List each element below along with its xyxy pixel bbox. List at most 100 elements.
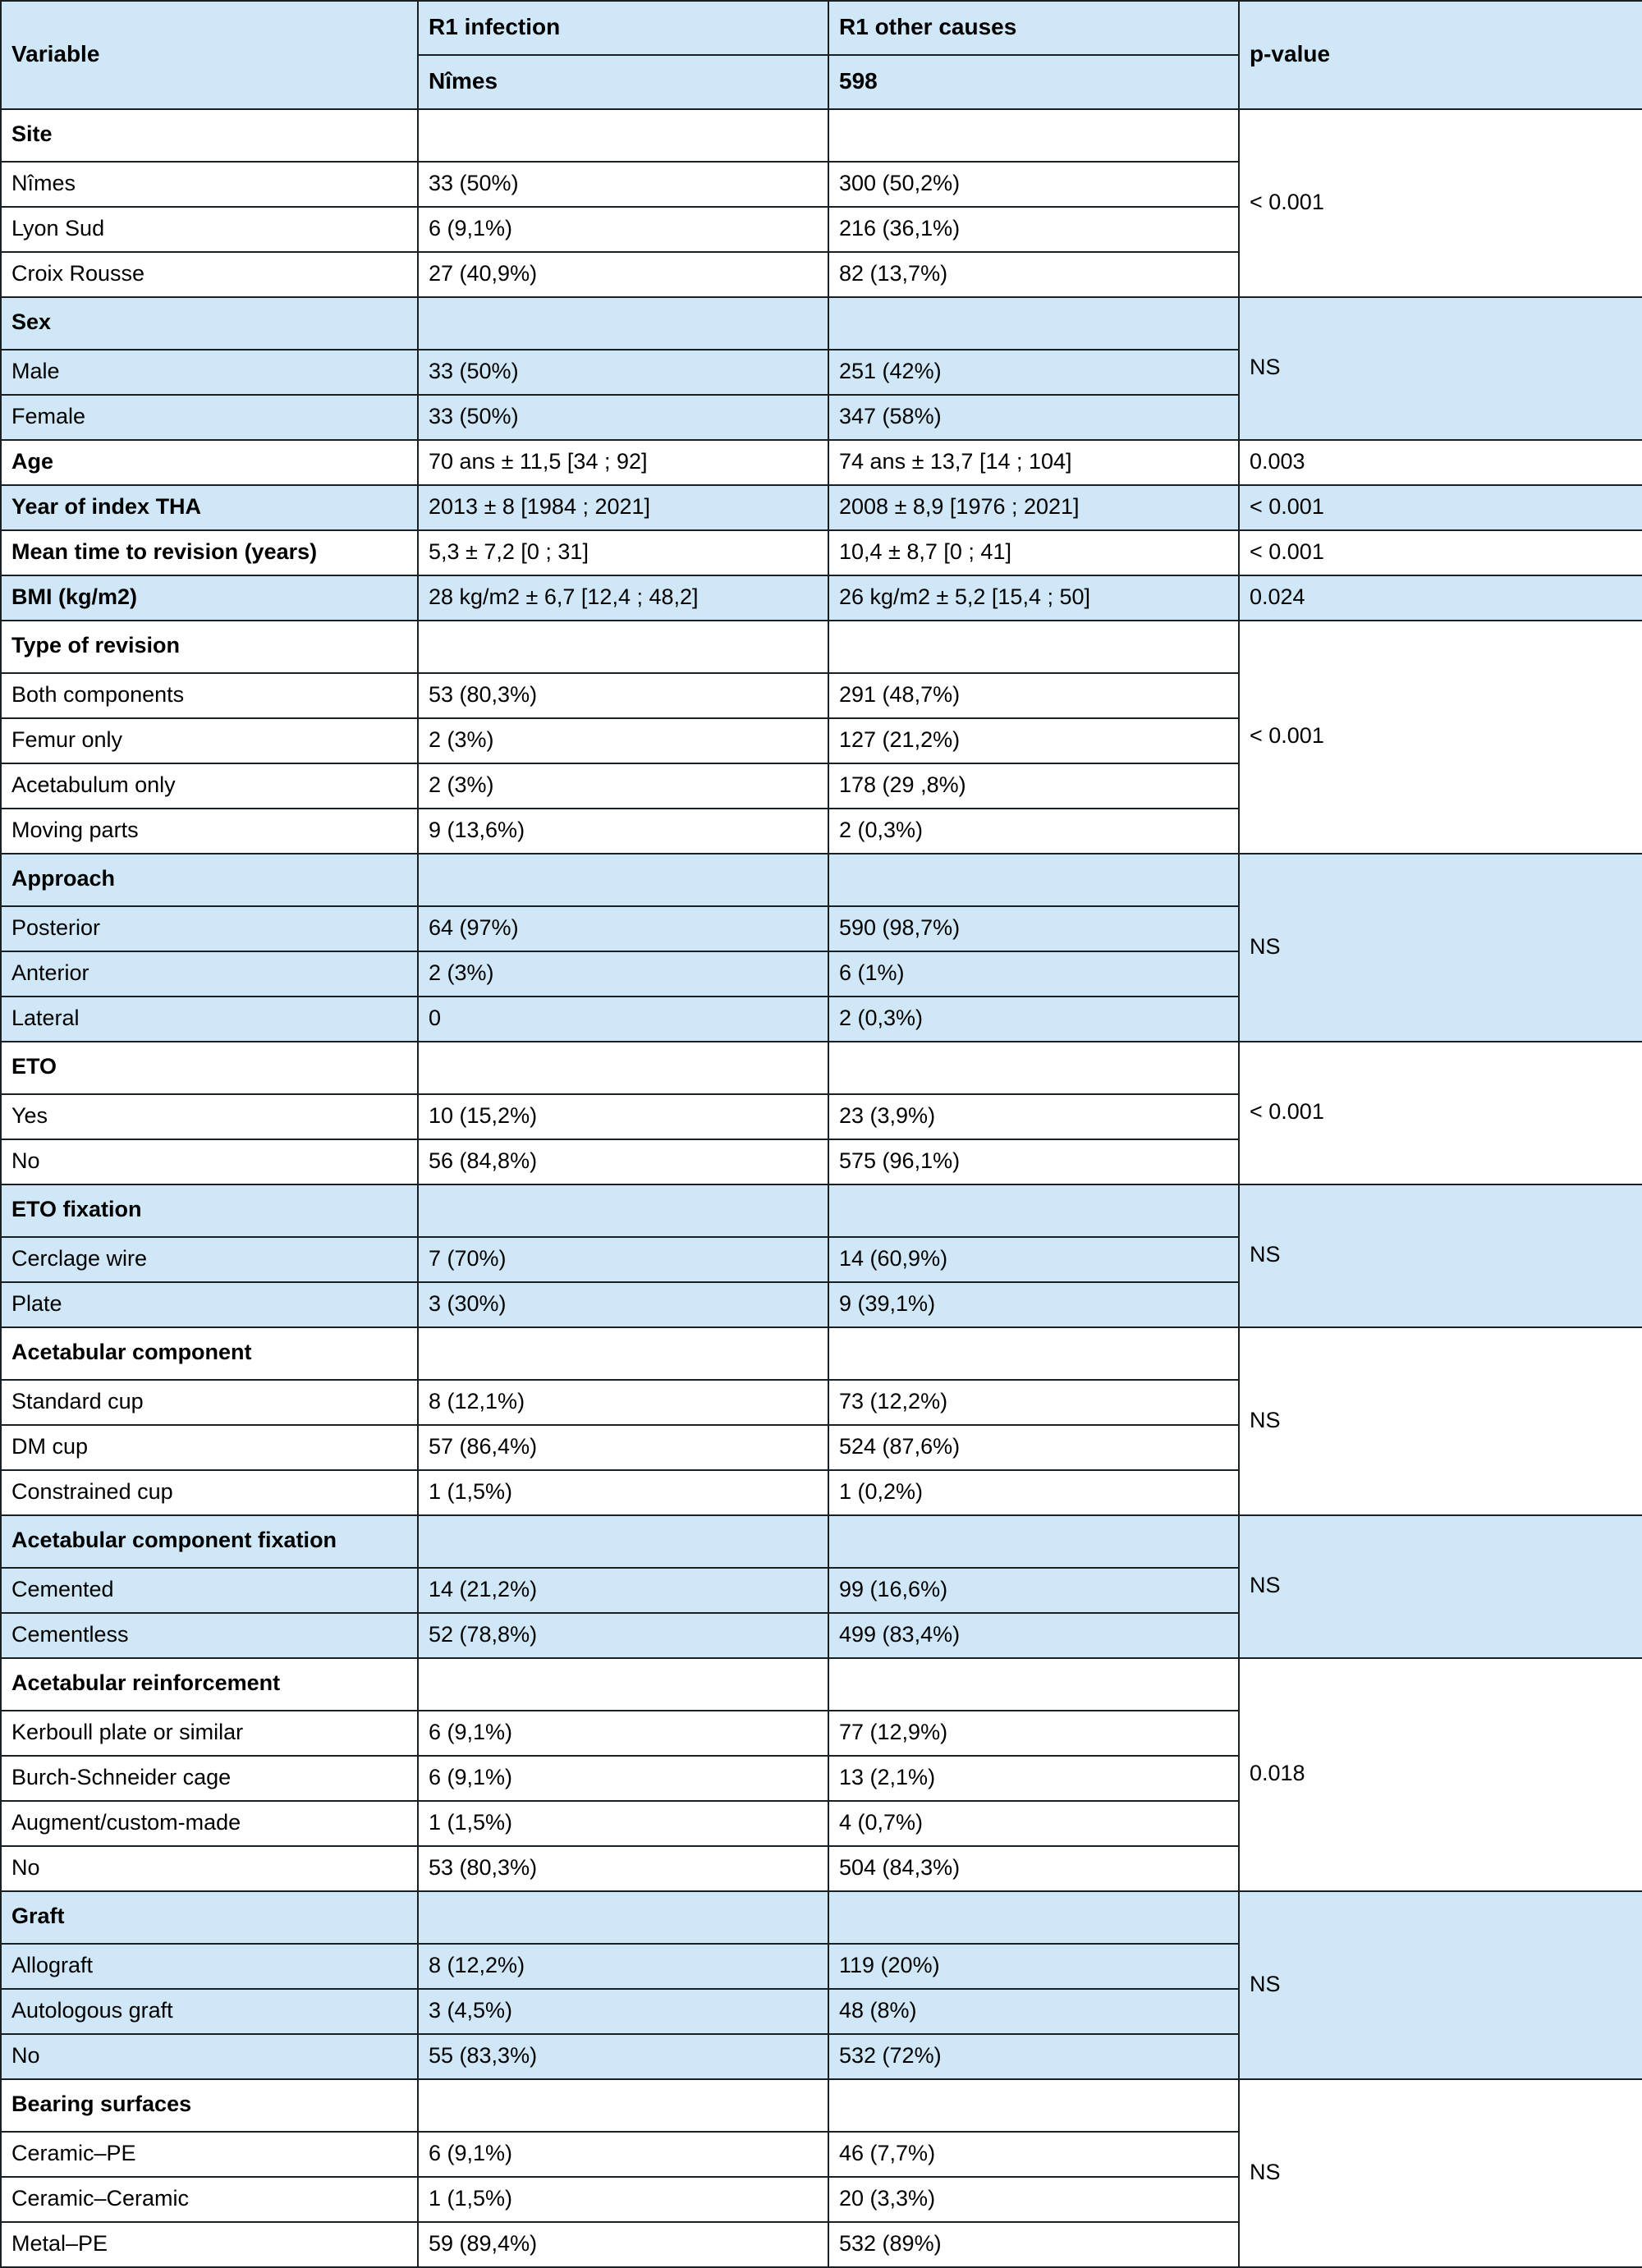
row-other-causes-cell: 46 (7,7%) [828, 2131, 1240, 2178]
section-title-cell: Bearing surfaces [0, 2078, 419, 2133]
row-other-causes-cell: 73 (12,2%) [828, 1379, 1240, 1426]
row-label-cell: Standard cup [0, 1379, 419, 1426]
row-label-cell: Lateral [0, 996, 419, 1042]
section-infection-cell-empty [417, 1184, 829, 1238]
row-infection-cell: 57 (86,4%) [417, 1424, 829, 1471]
row-infection-cell: 8 (12,2%) [417, 1943, 829, 1990]
pvalue-cell: < 0.001 [1238, 1041, 1642, 1185]
row-label-cell: Cerclage wire [0, 1236, 419, 1283]
section-other-cell-empty [828, 108, 1240, 163]
row-other-causes-cell: 10,4 ± 8,7 [0 ; 41] [828, 529, 1240, 576]
section-other-cell-empty [828, 296, 1240, 351]
table-row: Plate 3 (30%) 9 (39,1%) [0, 1281, 1642, 1328]
table-row: Allograft 8 (12,2%) 119 (20%) [0, 1943, 1642, 1990]
row-infection-cell: 28 kg/m2 ± 6,7 [12,4 ; 48,2] [417, 575, 829, 621]
pvalue-cell: NS [1238, 853, 1642, 1042]
section-other-cell-empty [828, 1041, 1240, 1095]
row-other-causes-cell: 13 (2,1%) [828, 1755, 1240, 1802]
section-title-cell: Type of revision [0, 620, 419, 674]
row-infection-cell: 2 (3%) [417, 763, 829, 809]
section-infection-cell-empty [417, 1657, 829, 1711]
pvalue-cell: < 0.001 [1238, 620, 1642, 855]
row-other-causes-cell: 532 (89%) [828, 2221, 1240, 2268]
section-other-cell-empty [828, 1657, 1240, 1711]
header-group-infection: R1 infection [417, 0, 829, 56]
row-other-causes-cell: 590 (98,7%) [828, 905, 1240, 952]
pvalue-cell: < 0.001 [1238, 484, 1642, 531]
row-other-causes-cell: 20 (3,3%) [828, 2176, 1240, 2223]
table-section-row: Bearing surfaces NS [0, 2078, 1642, 2268]
row-other-causes-cell: 504 (84,3%) [828, 1845, 1240, 1892]
table-row: Kerboull plate or similar 6 (9,1%) 77 (12,… [0, 1710, 1642, 1757]
table-section-row: Acetabular reinforcement 0.018 [0, 1657, 1642, 1892]
section-title-cell: Acetabular component fixation [0, 1514, 419, 1569]
row-label-cell: Kerboull plate or similar [0, 1710, 419, 1757]
row-infection-cell: 53 (80,3%) [417, 672, 829, 719]
row-label-cell: Allograft [0, 1943, 419, 1990]
row-infection-cell: 6 (9,1%) [417, 206, 829, 253]
row-other-causes-cell: 127 (21,2%) [828, 717, 1240, 764]
table-section-row: ETO < 0.001 [0, 1041, 1642, 1185]
section-title-cell: Acetabular reinforcement [0, 1657, 419, 1711]
pvalue-cell: NS [1238, 296, 1642, 441]
row-label-cell: Moving parts [0, 808, 419, 855]
row-other-causes-cell: 4 (0,7%) [828, 1800, 1240, 1847]
table-section-row: Acetabular component fixation NS [0, 1514, 1642, 1659]
row-infection-cell: 2 (3%) [417, 951, 829, 997]
table-row: Age 70 ans ± 11,5 [34 ; 92] 74 ans ± 13,7 … [0, 439, 1642, 486]
row-label-cell: Constrained cup [0, 1469, 419, 1516]
table-body: Site < 0.001 Nîmes 33 (50%) 300 (50,2%) Lyon… [0, 108, 1642, 2268]
row-other-causes-cell: 23 (3,9%) [828, 1093, 1240, 1140]
table-row: Cementless 52 (78,8%) 499 (83,4%) [0, 1612, 1642, 1659]
row-other-causes-cell: 99 (16,6%) [828, 1567, 1240, 1614]
table-row: Standard cup 8 (12,1%) 73 (12,2%) [0, 1379, 1642, 1426]
section-other-cell-empty [828, 853, 1240, 907]
row-label-cell: Ceramic–Ceramic [0, 2176, 419, 2223]
row-other-causes-cell: 48 (8%) [828, 1988, 1240, 2035]
table-row: Moving parts 9 (13,6%) 2 (0,3%) [0, 808, 1642, 855]
row-infection-cell: 27 (40,9%) [417, 251, 829, 298]
row-label-cell: Female [0, 394, 419, 441]
section-other-cell-empty [828, 2078, 1240, 2133]
section-infection-cell-empty [417, 1041, 829, 1095]
row-infection-cell: 0 [417, 996, 829, 1042]
row-infection-cell: 52 (78,8%) [417, 1612, 829, 1659]
header-row-group: Variable R1 infection R1 other causes p-… [0, 0, 1642, 110]
pvalue-cell: NS [1238, 1326, 1642, 1516]
row-infection-cell: 9 (13,6%) [417, 808, 829, 855]
row-label-cell: BMI (kg/m2) [0, 575, 419, 621]
row-label-cell: Acetabulum only [0, 763, 419, 809]
row-other-causes-cell: 26 kg/m2 ± 5,2 [15,4 ; 50] [828, 575, 1240, 621]
row-label-cell: Yes [0, 1093, 419, 1140]
row-label-cell: Mean time to revision (years) [0, 529, 419, 576]
row-label-cell: Croix Rousse [0, 251, 419, 298]
section-infection-cell-empty [417, 108, 829, 163]
header-pvalue: p-value [1238, 0, 1642, 110]
section-infection-cell-empty [417, 620, 829, 674]
row-label-cell: Autologous graft [0, 1988, 419, 2035]
section-other-cell-empty [828, 1890, 1240, 1945]
row-infection-cell: 2 (3%) [417, 717, 829, 764]
row-label-cell: No [0, 2033, 419, 2080]
header-variable: Variable [0, 0, 419, 110]
table-section-row: Acetabular component NS [0, 1326, 1642, 1516]
row-label-cell: Augment/custom-made [0, 1800, 419, 1847]
table-row: Lateral 0 2 (0,3%) [0, 996, 1642, 1042]
row-infection-cell: 5,3 ± 7,2 [0 ; 31] [417, 529, 829, 576]
row-label-cell: Anterior [0, 951, 419, 997]
table-row: Cemented 14 (21,2%) 99 (16,6%) [0, 1567, 1642, 1614]
section-title-cell: ETO fixation [0, 1184, 419, 1238]
section-infection-cell-empty [417, 296, 829, 351]
section-other-cell-empty [828, 620, 1240, 674]
row-other-causes-cell: 74 ans ± 13,7 [14 ; 104] [828, 439, 1240, 486]
row-infection-cell: 55 (83,3%) [417, 2033, 829, 2080]
row-other-causes-cell: 300 (50,2%) [828, 161, 1240, 208]
row-infection-cell: 33 (50%) [417, 394, 829, 441]
row-other-causes-cell: 347 (58%) [828, 394, 1240, 441]
row-infection-cell: 3 (30%) [417, 1281, 829, 1328]
table-section-row: Type of revision < 0.001 [0, 620, 1642, 855]
section-infection-cell-empty [417, 2078, 829, 2133]
row-infection-cell: 1 (1,5%) [417, 2176, 829, 2223]
row-label-cell: DM cup [0, 1424, 419, 1471]
section-infection-cell-empty [417, 1326, 829, 1381]
